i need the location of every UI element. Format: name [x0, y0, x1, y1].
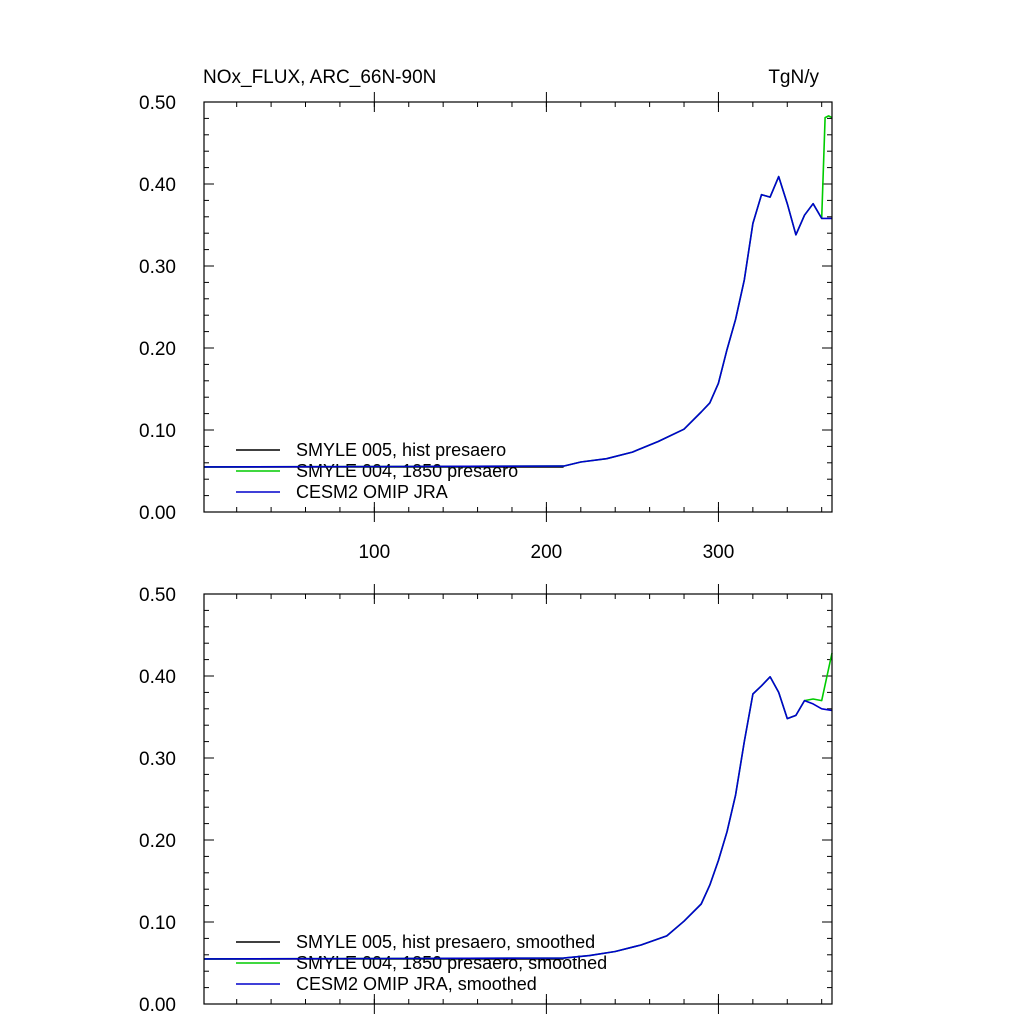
y-tick-label: 0.30 — [139, 749, 176, 770]
y-tick-label: 0.50 — [139, 585, 176, 606]
series-line — [203, 115, 833, 468]
legend-label: SMYLE 004, 1850 presaero, smoothed — [296, 953, 607, 973]
y-tick-label: 0.40 — [139, 175, 176, 196]
y-tick-label: 0.10 — [139, 913, 176, 934]
series-line — [203, 652, 833, 960]
legend-label: SMYLE 005, hist presaero, smoothed — [296, 932, 595, 952]
legend-label: SMYLE 004, 1850 presaero — [296, 461, 518, 481]
plot-frame — [203, 101, 833, 513]
y-tick-label: 0.00 — [139, 995, 176, 1016]
series-line — [203, 175, 832, 468]
top-panel: 0.00 0.10 0.20 0.30 0.40 0.50 100 200 300 SMYLE 0… — [139, 92, 833, 563]
x-tick-label: 200 — [531, 542, 563, 563]
y-tick-label: 0.30 — [139, 257, 176, 278]
legend-label: SMYLE 005, hist presaero — [296, 440, 506, 460]
x-tick-label: 300 — [703, 542, 735, 563]
series-line — [203, 675, 833, 960]
bottom-panel: 0.00 0.10 0.20 0.30 0.40 0.50 SMYLE 005, hist … — [139, 584, 833, 1016]
y-tick-label: 0.50 — [139, 93, 176, 114]
legend-label: CESM2 OMIP JRA — [296, 482, 448, 502]
legend-label: CESM2 OMIP JRA, smoothed — [296, 974, 537, 994]
y-tick-label: 0.40 — [139, 667, 176, 688]
y-tick-label: 0.10 — [139, 421, 176, 442]
y-tick-label: 0.20 — [139, 339, 176, 360]
y-tick-label: 0.00 — [139, 503, 176, 524]
units-label: TgN/y — [768, 67, 819, 88]
chart-title: NOx_FLUX, ARC_66N-90N — [203, 67, 436, 88]
y-tick-label: 0.20 — [139, 831, 176, 852]
plot-frame — [203, 593, 833, 1005]
x-tick-label: 100 — [358, 542, 390, 563]
